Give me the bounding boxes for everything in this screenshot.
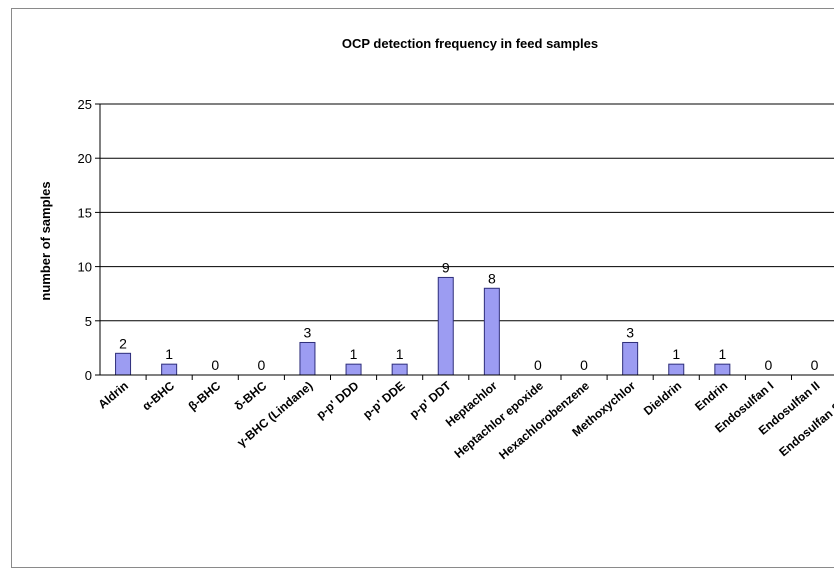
y-tick-label: 15 <box>78 205 92 220</box>
x-tick-label: Hexachlorobenzene <box>496 378 592 462</box>
bar <box>345 363 362 376</box>
x-tick-label: p-p' DDE <box>360 379 407 422</box>
bar <box>299 341 316 376</box>
bar <box>437 276 454 376</box>
bars <box>115 276 731 376</box>
data-label: 1 <box>718 346 726 362</box>
data-label: 1 <box>396 346 404 362</box>
data-label: 0 <box>811 357 819 373</box>
y-tick-label: 5 <box>85 314 92 329</box>
data-label: 0 <box>534 357 542 373</box>
y-tick-label: 20 <box>78 151 92 166</box>
data-label: 0 <box>580 357 588 373</box>
y-tick-label: 10 <box>78 260 92 275</box>
bar <box>483 287 500 376</box>
x-tick-label: Dieldrin <box>641 379 684 418</box>
data-label: 0 <box>211 357 219 373</box>
x-tick-label: Endrin <box>692 379 730 414</box>
x-tick-label: p-p' DDD <box>314 378 362 422</box>
bar <box>668 363 685 376</box>
data-label: 8 <box>488 270 496 286</box>
data-label: 0 <box>765 357 773 373</box>
data-label: 0 <box>257 357 265 373</box>
x-tick-label: α-BHC <box>139 378 177 413</box>
bar <box>714 363 731 376</box>
x-tick-label: β-BHC <box>186 378 224 413</box>
x-tick-label: Aldrin <box>95 379 131 412</box>
bar <box>161 363 178 376</box>
chart-frame <box>11 8 834 568</box>
chart-title: OCP detection frequency in feed samples <box>342 36 598 51</box>
y-tick-label: 0 <box>85 368 92 383</box>
data-label: 3 <box>304 324 312 340</box>
bar-chart: OCP detection frequency in feed samples … <box>38 36 834 462</box>
x-tick-label: δ-BHC <box>232 378 270 413</box>
y-axis-label: number of samples <box>38 181 53 300</box>
y-tick-labels: 0 5 10 15 20 25 <box>78 97 100 383</box>
bar <box>391 363 408 376</box>
data-label: 1 <box>165 346 173 362</box>
data-label: 9 <box>442 259 450 275</box>
data-label: 3 <box>626 324 634 340</box>
bar <box>622 341 639 376</box>
data-label: 2 <box>119 335 127 351</box>
data-label: 1 <box>350 346 358 362</box>
data-labels: 2100311980031100000 <box>119 259 819 373</box>
data-label: 1 <box>672 346 680 362</box>
bar <box>115 352 132 376</box>
grid-lines <box>100 103 834 322</box>
y-tick-label: 25 <box>78 97 92 112</box>
